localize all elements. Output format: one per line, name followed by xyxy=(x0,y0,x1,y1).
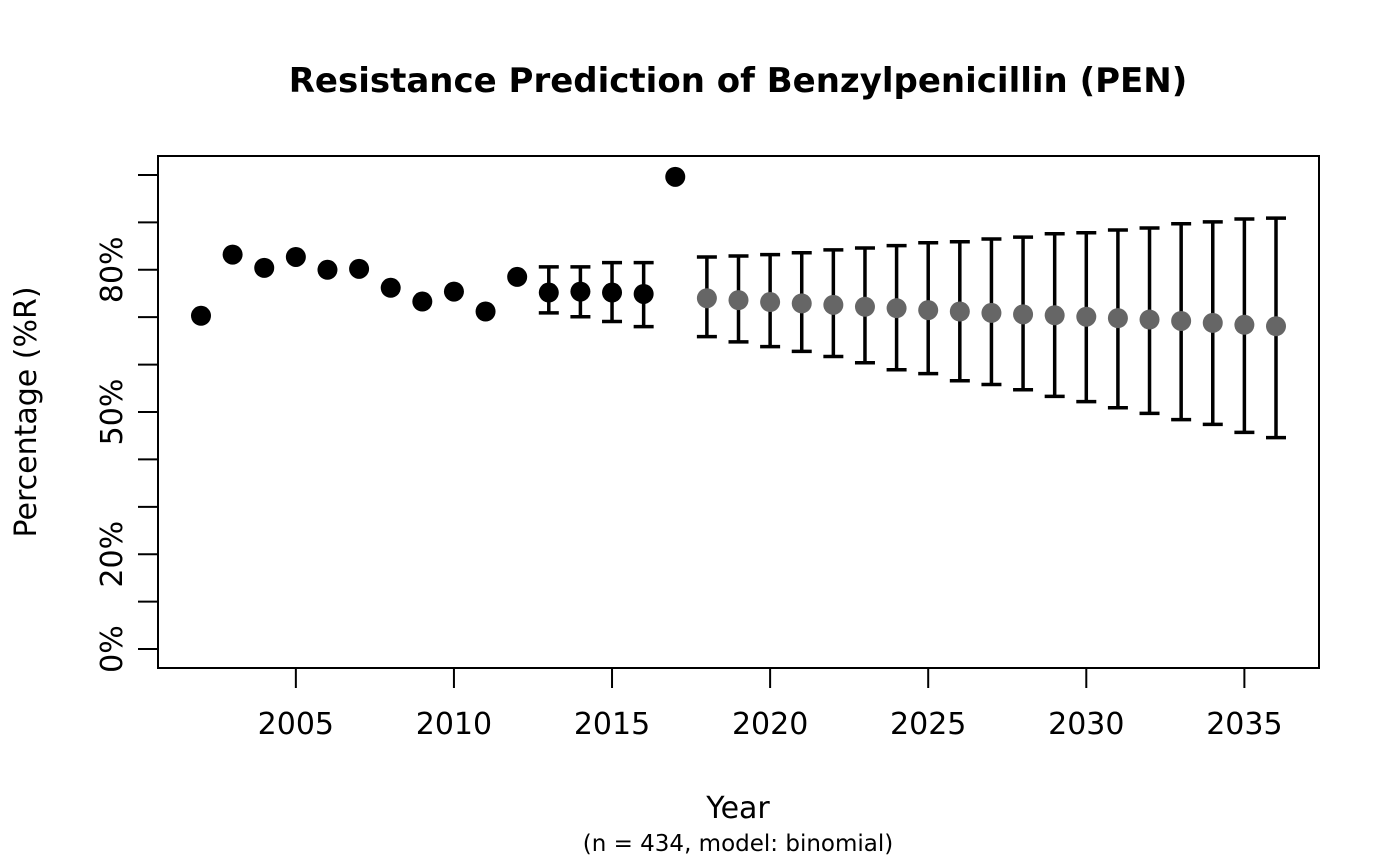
predicted-point xyxy=(949,301,970,322)
observed-point xyxy=(507,266,528,287)
chart-title: Resistance Prediction of Benzylpenicilli… xyxy=(289,61,1188,101)
data-series xyxy=(191,166,1286,440)
predicted-point xyxy=(760,292,781,313)
x-tick-label: 2025 xyxy=(890,707,966,742)
x-tick-label: 2035 xyxy=(1206,707,1282,742)
predicted-point xyxy=(1139,309,1160,330)
observed-point xyxy=(602,282,623,303)
observed-point xyxy=(665,166,686,187)
y-tick-label: 50% xyxy=(95,379,130,446)
observed-point xyxy=(412,291,433,312)
predicted-point xyxy=(1076,306,1097,327)
y-axis-label: Percentage (%R) xyxy=(9,286,44,537)
y-axis-ticks: 0% 20% 50% 80% xyxy=(95,173,158,673)
x-axis-ticks: 2005 2010 2015 2020 2025 2030 2035 xyxy=(258,668,1283,742)
x-tick-label: 2020 xyxy=(732,707,808,742)
predicted-point xyxy=(1107,308,1128,329)
observed-point xyxy=(349,258,370,279)
predicted-point xyxy=(728,290,749,311)
observed-point xyxy=(570,281,591,302)
observed-point xyxy=(285,246,306,267)
predicted-point xyxy=(981,302,1002,323)
predicted-point xyxy=(1013,304,1034,325)
predicted-point xyxy=(1171,310,1192,331)
x-tick-label: 2005 xyxy=(258,707,334,742)
predicted-point xyxy=(1266,316,1286,337)
y-tick-label: 0% xyxy=(95,625,130,673)
predicted-point xyxy=(918,300,939,321)
predicted-point xyxy=(791,293,812,314)
predicted-point xyxy=(823,294,844,315)
predicted-point xyxy=(854,296,875,317)
y-tick-label: 80% xyxy=(95,236,130,303)
observed-point xyxy=(380,277,401,298)
predicted-point xyxy=(886,298,907,319)
x-axis-note: (n = 434, model: binomial) xyxy=(583,831,894,857)
observed-point xyxy=(222,244,243,265)
predicted-point xyxy=(1044,305,1065,326)
observed-point xyxy=(317,259,338,280)
observed-point xyxy=(254,257,275,278)
x-axis-label: Year xyxy=(705,791,770,826)
observed-point xyxy=(633,283,654,304)
predicted-point xyxy=(696,288,717,309)
observed-point xyxy=(538,282,559,303)
x-tick-label: 2030 xyxy=(1048,707,1124,742)
predicted-point xyxy=(1234,314,1255,335)
observed-point xyxy=(475,301,496,322)
y-tick-label: 20% xyxy=(95,521,130,588)
observed-point xyxy=(191,305,211,326)
predicted-point xyxy=(1202,312,1223,333)
observed-point xyxy=(443,281,464,302)
x-tick-label: 2015 xyxy=(574,707,650,742)
x-tick-label: 2010 xyxy=(416,707,492,742)
